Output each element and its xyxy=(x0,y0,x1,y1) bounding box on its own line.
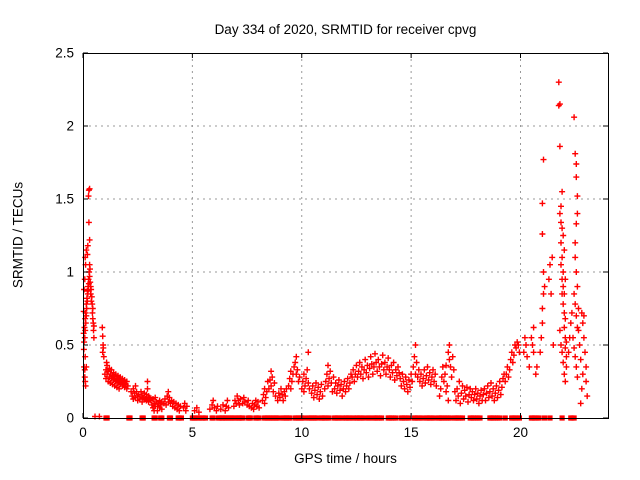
x-tick-label: 20 xyxy=(513,425,528,440)
x-tick-label: 10 xyxy=(294,425,309,440)
gridlines xyxy=(83,53,608,418)
y-tick-label: 2 xyxy=(66,119,74,134)
tick-labels: 0 5 10 15 20 0 0.5 1 1.5 2 2.5 xyxy=(55,46,528,441)
data-points xyxy=(80,79,591,421)
x-axis-label: GPS time / hours xyxy=(294,451,397,466)
x-tick-label: 0 xyxy=(79,425,87,440)
axes xyxy=(82,52,609,419)
x-tick-label: 15 xyxy=(404,425,419,440)
chart-title: Day 334 of 2020, SRMTID for receiver cpv… xyxy=(214,22,477,37)
y-tick-label: 1 xyxy=(66,265,74,280)
y-tick-label: 1.5 xyxy=(55,192,74,207)
x-tick-label: 5 xyxy=(189,425,197,440)
y-tick-label: 0 xyxy=(66,411,74,426)
y-tick-label: 0.5 xyxy=(55,338,74,353)
y-tick-label: 2.5 xyxy=(55,46,74,61)
plus-markers xyxy=(80,79,591,420)
